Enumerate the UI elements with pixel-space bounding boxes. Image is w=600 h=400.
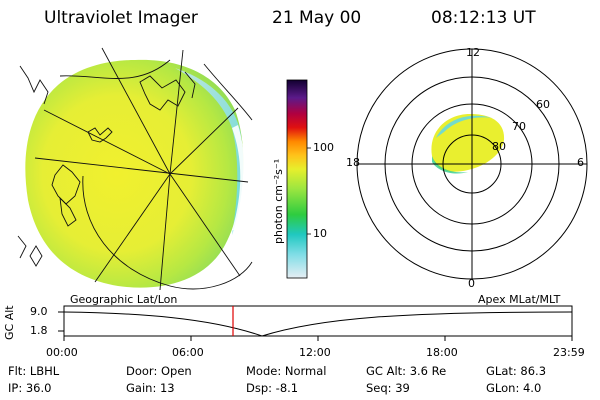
lat-70-label: 70 — [512, 120, 526, 133]
time-label: 08:12:13 UT — [431, 8, 536, 28]
mlt-12-label: 12 — [466, 46, 480, 59]
geographic-title: Geographic Lat/Lon — [70, 293, 178, 306]
status-glat: GLat: 86.3 — [486, 364, 547, 378]
status-dsp: Dsp: -8.1 — [246, 381, 299, 395]
colorbar-tick-100: 100 — [313, 141, 334, 154]
status-ip: IP: 36.0 — [8, 381, 52, 395]
apex-title: Apex MLat/MLT — [478, 293, 561, 306]
status-mode: Mode: Normal — [246, 364, 327, 378]
date-label: 21 May 00 — [272, 8, 362, 28]
time-tick-1800: 18:00 — [426, 346, 458, 359]
mlt-0-label: 0 — [468, 277, 475, 290]
instrument-title: Ultraviolet Imager — [44, 8, 198, 28]
mlt-18-label: 18 — [346, 156, 360, 169]
ytick-high: 9.0 — [30, 305, 48, 318]
status-gain: Gain: 13 — [126, 381, 175, 395]
status-glon: GLon: 4.0 — [486, 381, 542, 395]
colorbar-tick-10: 10 — [313, 227, 327, 240]
coastlines — [17, 65, 196, 267]
gc-alt-axis-label: GC Alt — [3, 305, 16, 340]
mlt-6-label: 6 — [577, 156, 584, 169]
ytick-low: 1.8 — [30, 324, 48, 337]
status-seq: Seq: 39 — [366, 381, 410, 395]
time-tick-1200: 12:00 — [299, 346, 331, 359]
status-gc-alt: GC Alt: 3.6 Re — [366, 364, 447, 378]
orbit-panel — [58, 305, 573, 341]
colorbar-unit-label: photon cm⁻²s⁻¹ — [272, 158, 285, 244]
lat-80-label: 80 — [492, 140, 506, 153]
colorbar — [286, 79, 311, 279]
status-flt: Flt: LBHL — [8, 364, 60, 378]
time-tick-2359: 23:59 — [553, 346, 585, 359]
graticule — [34, 47, 253, 291]
time-tick-0000: 00:00 — [46, 346, 78, 359]
status-door: Door: Open — [126, 364, 192, 378]
lat-60-label: 60 — [536, 98, 550, 111]
polar-plot — [356, 48, 588, 280]
earth-disc — [25, 59, 246, 288]
time-tick-0600: 06:00 — [172, 346, 204, 359]
